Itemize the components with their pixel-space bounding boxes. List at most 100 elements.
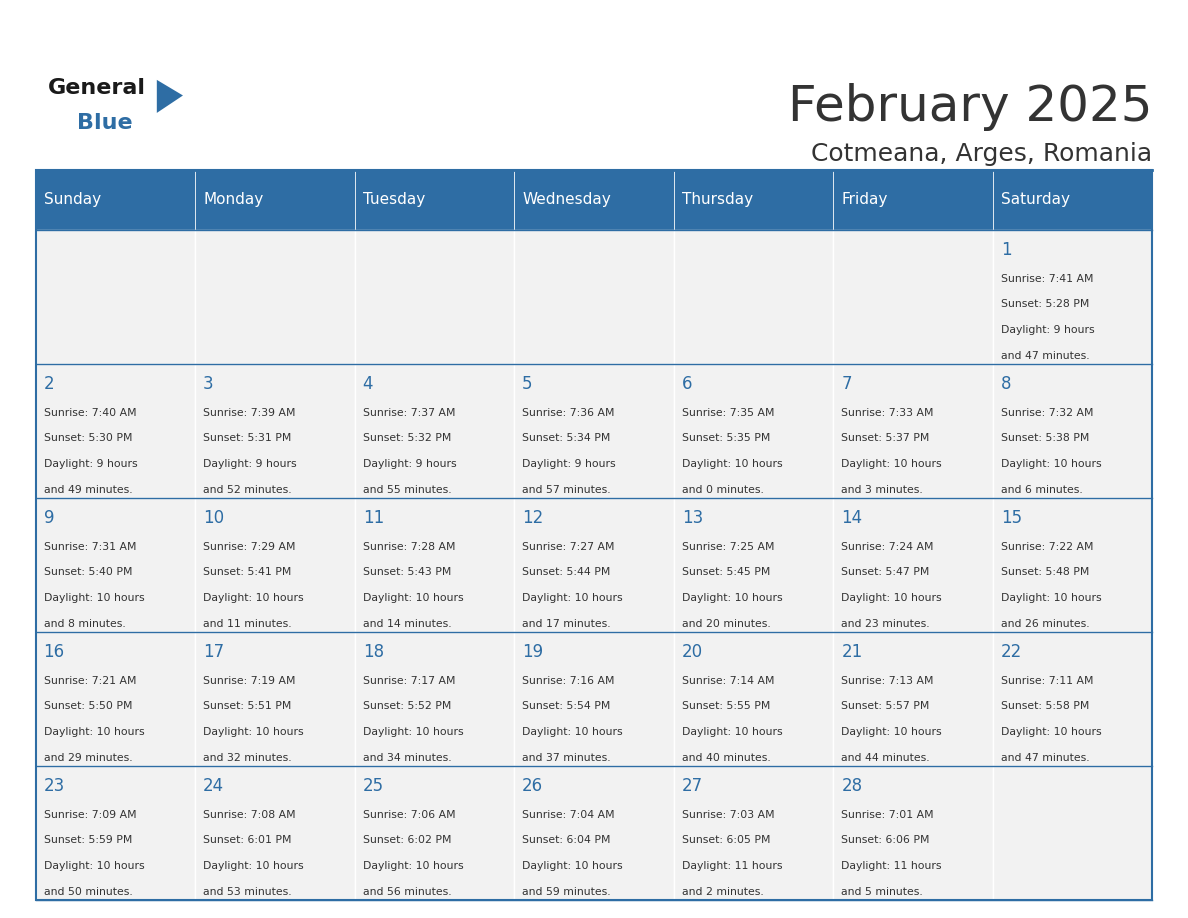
Bar [833,498,993,632]
Text: Sunset: 5:52 PM: Sunset: 5:52 PM [362,701,451,711]
Text: Sunset: 5:57 PM: Sunset: 5:57 PM [841,701,930,711]
Text: and 17 minutes.: and 17 minutes. [523,619,611,629]
Text: Daylight: 10 hours: Daylight: 10 hours [841,593,942,603]
Bar [514,364,674,498]
Text: Sunrise: 7:08 AM: Sunrise: 7:08 AM [203,810,296,820]
Text: Sunrise: 7:28 AM: Sunrise: 7:28 AM [362,542,455,552]
Text: 15: 15 [1000,509,1022,527]
Text: Sunrise: 7:01 AM: Sunrise: 7:01 AM [841,810,934,820]
Text: Daylight: 10 hours: Daylight: 10 hours [523,593,623,603]
Bar [36,170,1152,900]
Text: and 8 minutes.: and 8 minutes. [44,619,126,629]
Text: and 59 minutes.: and 59 minutes. [523,887,611,897]
Text: Thursday: Thursday [682,192,753,207]
Text: Friday: Friday [841,192,887,207]
Text: February 2025: February 2025 [788,83,1152,130]
Text: Sunset: 5:38 PM: Sunset: 5:38 PM [1000,433,1089,443]
Text: Sunrise: 7:29 AM: Sunrise: 7:29 AM [203,542,296,552]
Text: Daylight: 10 hours: Daylight: 10 hours [362,861,463,871]
Text: Tuesday: Tuesday [362,192,425,207]
Text: Sunset: 5:43 PM: Sunset: 5:43 PM [362,567,451,577]
Bar [36,170,195,230]
Text: 12: 12 [523,509,543,527]
Bar [355,498,514,632]
Text: 19: 19 [523,643,543,661]
Text: Sunset: 5:58 PM: Sunset: 5:58 PM [1000,701,1089,711]
Bar [674,170,833,230]
Bar [36,632,195,766]
Text: 11: 11 [362,509,384,527]
Text: Daylight: 10 hours: Daylight: 10 hours [841,459,942,469]
Text: 17: 17 [203,643,225,661]
Bar [355,230,514,364]
Bar [355,364,514,498]
Text: 7: 7 [841,375,852,393]
Text: Daylight: 10 hours: Daylight: 10 hours [523,727,623,737]
Text: and 3 minutes.: and 3 minutes. [841,485,923,495]
Text: and 32 minutes.: and 32 minutes. [203,753,292,763]
Bar [195,766,355,900]
Bar [674,766,833,900]
Text: and 11 minutes.: and 11 minutes. [203,619,292,629]
Text: Sunrise: 7:11 AM: Sunrise: 7:11 AM [1000,676,1093,686]
Text: 21: 21 [841,643,862,661]
Text: Sunrise: 7:09 AM: Sunrise: 7:09 AM [44,810,137,820]
Bar [514,230,674,364]
Text: Sunrise: 7:04 AM: Sunrise: 7:04 AM [523,810,615,820]
Text: and 0 minutes.: and 0 minutes. [682,485,764,495]
Text: 10: 10 [203,509,225,527]
Text: Sunset: 5:48 PM: Sunset: 5:48 PM [1000,567,1089,577]
Text: and 44 minutes.: and 44 minutes. [841,753,930,763]
Bar [195,632,355,766]
Text: Daylight: 10 hours: Daylight: 10 hours [44,593,144,603]
Text: Sunrise: 7:33 AM: Sunrise: 7:33 AM [841,408,934,418]
Text: Sunrise: 7:35 AM: Sunrise: 7:35 AM [682,408,775,418]
Bar [514,632,674,766]
Text: and 50 minutes.: and 50 minutes. [44,887,132,897]
Text: Daylight: 9 hours: Daylight: 9 hours [362,459,456,469]
Text: and 29 minutes.: and 29 minutes. [44,753,132,763]
Bar [195,170,355,230]
Text: Sunrise: 7:14 AM: Sunrise: 7:14 AM [682,676,775,686]
Text: Sunrise: 7:41 AM: Sunrise: 7:41 AM [1000,274,1093,284]
Text: 2: 2 [44,375,55,393]
Text: and 34 minutes.: and 34 minutes. [362,753,451,763]
Text: Sunset: 6:01 PM: Sunset: 6:01 PM [203,835,291,845]
Text: and 57 minutes.: and 57 minutes. [523,485,611,495]
Text: and 53 minutes.: and 53 minutes. [203,887,292,897]
Text: Daylight: 10 hours: Daylight: 10 hours [841,727,942,737]
Text: Daylight: 10 hours: Daylight: 10 hours [203,593,304,603]
Bar [993,364,1152,498]
Text: Sunrise: 7:27 AM: Sunrise: 7:27 AM [523,542,614,552]
Text: Sunset: 5:28 PM: Sunset: 5:28 PM [1000,299,1089,309]
Text: Daylight: 10 hours: Daylight: 10 hours [1000,593,1101,603]
Bar [993,632,1152,766]
Text: Daylight: 11 hours: Daylight: 11 hours [682,861,782,871]
Text: Sunset: 5:34 PM: Sunset: 5:34 PM [523,433,611,443]
Text: Sunset: 5:31 PM: Sunset: 5:31 PM [203,433,291,443]
Text: 14: 14 [841,509,862,527]
Text: 24: 24 [203,777,225,795]
Text: and 2 minutes.: and 2 minutes. [682,887,764,897]
Text: 9: 9 [44,509,55,527]
Text: 27: 27 [682,777,703,795]
Text: and 26 minutes.: and 26 minutes. [1000,619,1089,629]
Text: Sunset: 5:41 PM: Sunset: 5:41 PM [203,567,291,577]
Text: Sunrise: 7:32 AM: Sunrise: 7:32 AM [1000,408,1093,418]
Text: and 40 minutes.: and 40 minutes. [682,753,771,763]
Text: 23: 23 [44,777,65,795]
Text: Sunset: 6:04 PM: Sunset: 6:04 PM [523,835,611,845]
Text: 25: 25 [362,777,384,795]
Text: 8: 8 [1000,375,1011,393]
Bar [674,632,833,766]
Text: Sunrise: 7:39 AM: Sunrise: 7:39 AM [203,408,296,418]
Text: 3: 3 [203,375,214,393]
Text: Sunset: 5:59 PM: Sunset: 5:59 PM [44,835,132,845]
Text: Sunset: 5:50 PM: Sunset: 5:50 PM [44,701,132,711]
Text: Sunset: 5:35 PM: Sunset: 5:35 PM [682,433,770,443]
Bar [36,364,195,498]
Text: and 23 minutes.: and 23 minutes. [841,619,930,629]
Text: Sunrise: 7:19 AM: Sunrise: 7:19 AM [203,676,296,686]
Text: 5: 5 [523,375,532,393]
Text: 28: 28 [841,777,862,795]
